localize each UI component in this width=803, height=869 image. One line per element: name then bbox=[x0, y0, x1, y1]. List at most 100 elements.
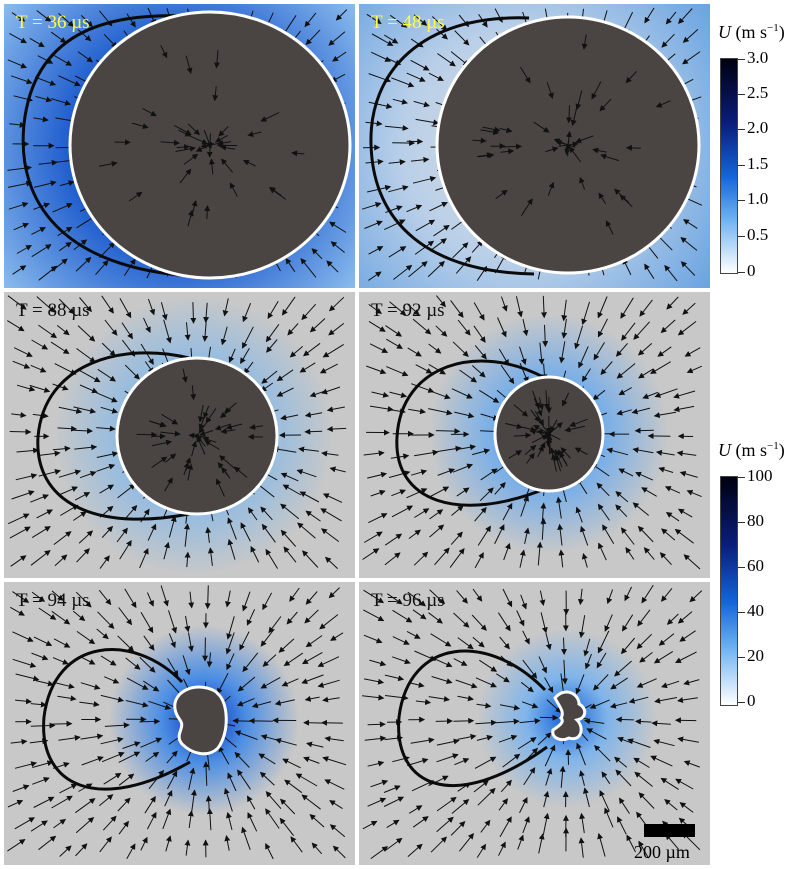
velocity-arrow bbox=[428, 775, 449, 787]
velocity-arrow bbox=[117, 635, 135, 652]
velocity-arrow bbox=[38, 265, 58, 281]
velocity-arrow bbox=[51, 590, 64, 601]
velocity-arrow bbox=[454, 758, 470, 766]
velocity-arrow bbox=[406, 204, 423, 213]
velocity-arrow bbox=[674, 528, 694, 544]
velocity-arrow bbox=[634, 718, 652, 725]
velocity-arrow bbox=[578, 346, 589, 369]
velocity-arrow bbox=[233, 466, 248, 478]
velocity-arrow bbox=[479, 659, 498, 672]
velocity-arrow bbox=[78, 530, 94, 544]
velocity-arrow bbox=[472, 588, 483, 602]
velocity-arrow bbox=[188, 767, 196, 791]
velocity-arrow bbox=[328, 31, 346, 46]
velocity-arrow bbox=[673, 390, 696, 399]
velocity-arrow bbox=[225, 423, 243, 430]
velocity-arrow bbox=[304, 411, 323, 418]
velocity-arrow bbox=[591, 81, 602, 100]
velocity-arrow bbox=[617, 816, 627, 835]
velocity-arrow bbox=[451, 799, 470, 814]
velocity-arrow bbox=[658, 466, 674, 473]
velocity-arrow bbox=[604, 614, 613, 632]
velocity-arrow bbox=[227, 538, 236, 560]
velocity-arrow bbox=[80, 15, 93, 28]
velocity-arrow bbox=[497, 612, 511, 632]
velocity-arrow bbox=[519, 718, 541, 725]
velocity-arrow bbox=[187, 810, 194, 828]
velocity-arrow bbox=[128, 191, 143, 202]
velocity-arrow bbox=[537, 445, 544, 458]
velocity-arrow bbox=[36, 296, 56, 313]
velocity-arrow bbox=[471, 240, 484, 253]
velocity-arrow bbox=[301, 794, 321, 810]
velocity-arrow bbox=[412, 816, 429, 828]
velocity-arrow bbox=[429, 201, 448, 212]
velocity-arrow bbox=[75, 256, 92, 272]
velocity-arrow bbox=[684, 347, 701, 357]
velocity-arrow bbox=[406, 488, 428, 499]
velocity-arrow bbox=[283, 652, 304, 667]
velocity-arrow bbox=[450, 531, 463, 545]
colorbar-tick: 100 bbox=[738, 466, 773, 485]
velocity-arrow bbox=[683, 554, 701, 570]
velocity-arrow bbox=[303, 756, 320, 764]
velocity-arrow bbox=[596, 482, 610, 497]
velocity-arrow bbox=[494, 482, 506, 495]
velocity-arrow bbox=[9, 121, 26, 128]
velocity-arrow bbox=[494, 524, 505, 545]
velocity-arrow bbox=[160, 139, 180, 146]
velocity-arrow bbox=[682, 29, 699, 43]
velocity-arrow bbox=[597, 832, 606, 857]
reference-contour bbox=[21, 14, 190, 278]
velocity-arrow bbox=[15, 673, 40, 682]
velocity-arrow bbox=[206, 652, 213, 668]
velocity-arrow bbox=[459, 369, 478, 383]
velocity-arrow bbox=[477, 787, 496, 806]
velocity-arrow bbox=[436, 295, 446, 308]
velocity-arrow bbox=[499, 704, 521, 711]
velocity-arrow bbox=[32, 760, 54, 768]
velocity-arrow bbox=[276, 369, 294, 382]
reference-contour bbox=[395, 359, 548, 507]
velocity-arrow bbox=[188, 591, 195, 609]
velocity-arrow bbox=[237, 676, 256, 692]
velocity-arrow bbox=[452, 242, 469, 259]
velocity-arrow bbox=[589, 699, 610, 709]
velocity-arrow bbox=[234, 751, 250, 768]
velocity-arrow bbox=[367, 797, 387, 807]
velocity-arrow bbox=[384, 533, 403, 546]
velocity-arrow bbox=[7, 295, 27, 310]
velocity-arrow bbox=[278, 638, 295, 653]
velocity-arrow bbox=[8, 180, 33, 188]
velocity-arrow bbox=[538, 397, 544, 411]
velocity-arrow bbox=[322, 343, 344, 358]
reference-contour bbox=[369, 16, 535, 276]
velocity-arrow bbox=[621, 322, 636, 341]
velocity-arrow bbox=[7, 513, 30, 525]
velocity-arrow bbox=[639, 652, 653, 663]
velocity-arrow bbox=[644, 7, 655, 24]
velocity-arrow bbox=[144, 795, 156, 814]
velocity-arrow bbox=[618, 387, 632, 396]
velocity-arrow bbox=[79, 470, 97, 479]
velocity-arrow bbox=[184, 615, 191, 633]
velocity-arrow bbox=[476, 843, 487, 858]
velocity-arrow bbox=[475, 677, 497, 688]
velocity-arrow bbox=[100, 736, 124, 745]
velocity-arrow bbox=[517, 737, 537, 750]
velocity-arrow bbox=[73, 427, 94, 434]
velocity-arrow bbox=[199, 430, 214, 437]
velocity-arrow bbox=[99, 160, 118, 167]
velocity-arrow bbox=[412, 318, 432, 335]
velocity-arrow bbox=[51, 795, 73, 809]
velocity-arrow bbox=[101, 751, 125, 763]
velocity-arrow bbox=[459, 833, 475, 852]
velocity-arrow bbox=[229, 182, 238, 197]
velocity-arrow bbox=[575, 506, 583, 523]
velocity-arrow bbox=[319, 614, 339, 630]
velocity-arrow bbox=[309, 814, 325, 828]
velocity-arrow bbox=[13, 222, 30, 231]
velocity-arrow bbox=[227, 772, 237, 792]
velocity-arrow bbox=[577, 588, 584, 606]
panel-t92: T = 92 µs bbox=[359, 292, 710, 578]
